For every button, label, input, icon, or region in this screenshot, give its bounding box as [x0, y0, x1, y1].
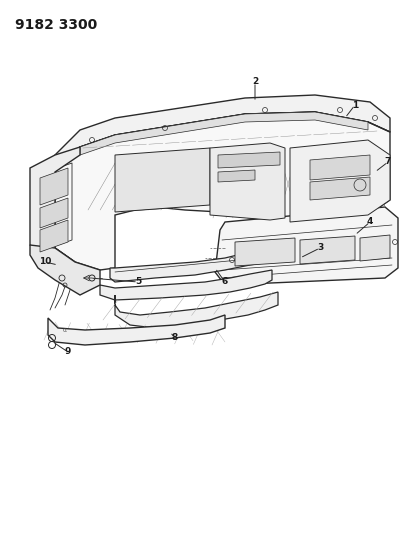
Polygon shape — [40, 220, 68, 252]
Polygon shape — [218, 170, 255, 182]
Polygon shape — [290, 140, 390, 222]
Text: 4: 4 — [367, 217, 373, 227]
Polygon shape — [110, 242, 290, 282]
Polygon shape — [310, 177, 370, 200]
Text: 9182 3300: 9182 3300 — [15, 18, 97, 32]
Text: 7: 7 — [385, 157, 391, 166]
Text: 8: 8 — [172, 334, 178, 343]
Text: 2: 2 — [252, 77, 258, 86]
Polygon shape — [30, 245, 100, 295]
Text: 0.: 0. — [62, 327, 68, 333]
Polygon shape — [360, 235, 390, 261]
Text: 10: 10 — [39, 257, 51, 266]
Polygon shape — [55, 112, 390, 270]
Polygon shape — [300, 236, 355, 264]
Polygon shape — [235, 238, 295, 266]
Text: 5: 5 — [135, 278, 141, 287]
Text: 6: 6 — [222, 278, 228, 287]
Polygon shape — [310, 155, 370, 180]
Polygon shape — [40, 198, 68, 228]
Polygon shape — [218, 152, 280, 168]
Polygon shape — [215, 207, 398, 285]
Polygon shape — [40, 168, 68, 205]
Polygon shape — [100, 270, 272, 300]
Polygon shape — [30, 147, 80, 262]
Polygon shape — [115, 148, 210, 212]
Text: 9: 9 — [65, 348, 71, 357]
Text: 3: 3 — [317, 244, 323, 253]
Polygon shape — [48, 315, 225, 345]
Polygon shape — [80, 112, 368, 155]
Text: 1: 1 — [352, 101, 358, 109]
Polygon shape — [115, 292, 278, 328]
Polygon shape — [210, 143, 285, 220]
Polygon shape — [55, 95, 390, 172]
